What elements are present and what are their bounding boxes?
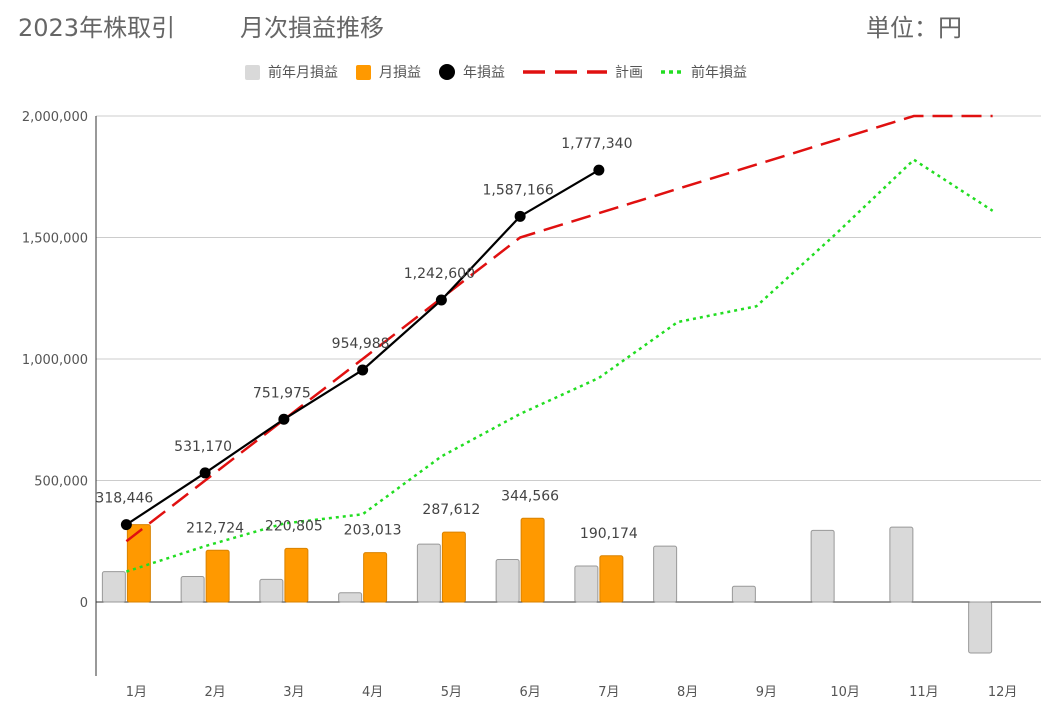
legend-label-prev-month: 前年月損益 (268, 65, 338, 81)
legend-label-prev-year: 前年損益 (691, 65, 747, 81)
point-year (199, 467, 211, 479)
bar-month (284, 547, 309, 603)
bar-prev-month (416, 543, 441, 603)
bar-prev-month (180, 575, 205, 603)
y-tick-label: 2,000,000 (22, 110, 88, 125)
x-tick-label: 5月 (441, 685, 462, 700)
bar-prev-month (968, 601, 993, 654)
x-tick-label: 7月 (598, 685, 619, 700)
bar-month (599, 555, 624, 603)
point-year (593, 164, 605, 176)
bar-prev-month (101, 571, 126, 603)
point-year (357, 364, 369, 376)
legend-item-year: 年損益 (439, 62, 505, 82)
data-label-month: 220,805 (265, 518, 323, 534)
bar-prev-month (495, 558, 520, 603)
legend-label-month: 月損益 (379, 65, 421, 81)
chart-title: 2023年株取引 (18, 14, 176, 42)
bar-prev-month (653, 545, 678, 603)
legend-label-year: 年損益 (463, 65, 505, 81)
point-year (278, 413, 290, 425)
bar-prev-month (889, 526, 914, 603)
point-year (120, 519, 132, 531)
legend-swatch-month (356, 64, 371, 80)
bar-prev-month (574, 565, 599, 603)
bar-month (205, 549, 230, 603)
x-tick-label: 8月 (677, 685, 698, 700)
bar-month (126, 524, 151, 603)
y-tick-label: 1,000,000 (22, 353, 88, 368)
point-year (514, 210, 526, 222)
y-tick-label: 1,500,000 (22, 232, 88, 247)
data-label-year: 1,777,340 (561, 136, 632, 152)
bar-prev-month (259, 578, 284, 603)
bar-month (441, 531, 466, 603)
legend-item-prev-year: 前年損益 (661, 62, 747, 82)
data-label-year: 1,242,600 (404, 266, 475, 282)
x-tick-label: 1月 (126, 685, 147, 700)
bar-month (520, 517, 545, 603)
data-label-month: 212,724 (186, 520, 244, 536)
chart-legend: 前年月損益 月損益 年損益 計画 前年損益 (245, 62, 765, 82)
data-label-year: 954,988 (332, 336, 390, 352)
legend-label-plan: 計画 (615, 65, 643, 81)
x-tick-label: 10月 (830, 685, 860, 700)
x-tick-label: 2月 (204, 685, 225, 700)
unit-label: 単位：円 (866, 14, 962, 42)
legend-item-prev-month: 前年月損益 (245, 62, 338, 82)
data-label-month: 287,612 (422, 502, 480, 518)
data-label-year: 531,170 (174, 439, 232, 455)
bar-prev-month (338, 592, 363, 603)
x-tick-label: 4月 (362, 685, 383, 700)
bar-prev-month (810, 529, 835, 603)
legend-swatch-plan (523, 70, 607, 74)
legend-swatch-prev-month (245, 64, 260, 80)
data-label-month: 190,174 (580, 526, 638, 542)
data-label-month: 203,013 (344, 523, 402, 539)
x-tick-label: 12月 (988, 685, 1018, 700)
data-label-month: 344,566 (501, 488, 559, 504)
legend-swatch-year (439, 64, 455, 80)
y-tick-label: 500,000 (34, 475, 88, 490)
x-tick-label: 11月 (909, 685, 939, 700)
bar-month (363, 552, 388, 603)
legend-swatch-prev-year (661, 70, 683, 74)
point-year (435, 294, 447, 306)
bar-prev-month (731, 585, 756, 603)
data-label-year: 318,446 (95, 491, 153, 507)
x-tick-label: 9月 (756, 685, 777, 700)
line-prev-year (125, 158, 994, 573)
y-tick-label: 0 (80, 596, 88, 611)
legend-item-plan: 計画 (523, 62, 643, 82)
chart-subtitle: 月次損益推移 (240, 14, 384, 42)
data-label-year: 751,975 (253, 385, 311, 401)
x-tick-label: 3月 (283, 685, 304, 700)
line-plan (125, 114, 993, 543)
x-tick-label: 6月 (519, 685, 540, 700)
legend-item-month: 月損益 (356, 62, 421, 82)
data-label-year: 1,587,166 (482, 182, 553, 198)
